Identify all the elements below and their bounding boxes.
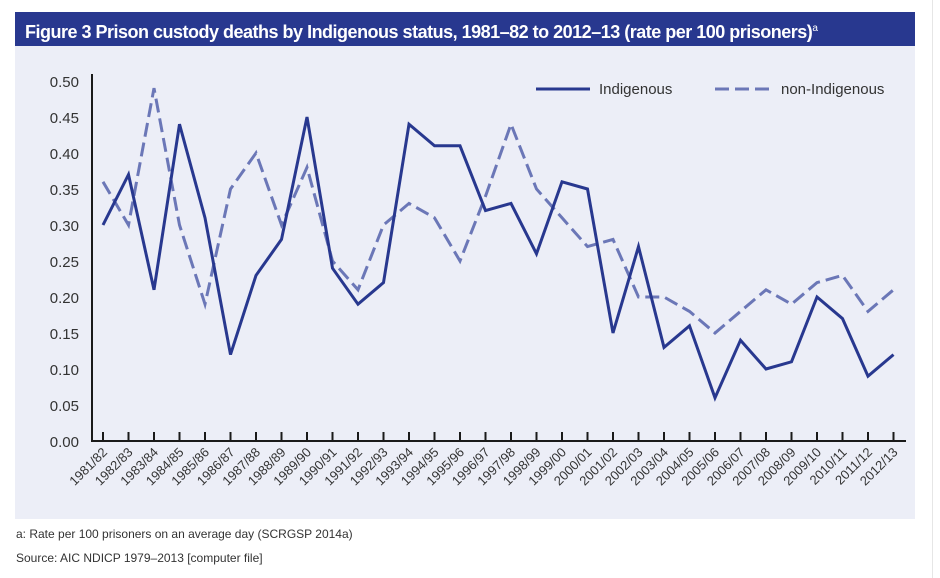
y-tick-label: 0.10 bbox=[50, 362, 79, 379]
y-tick-label: 0.00 bbox=[50, 434, 79, 451]
y-tick-label: 0.15 bbox=[50, 326, 79, 343]
footnote: a: Rate per 100 prisoners on an average … bbox=[16, 527, 353, 541]
y-tick-label: 0.30 bbox=[50, 218, 79, 235]
chart-title: Figure 3 Prison custody deaths by Indige… bbox=[25, 22, 813, 42]
y-tick-label: 0.40 bbox=[50, 146, 79, 163]
series-line-indigenous bbox=[101, 116, 895, 402]
legend-non-indigenous-label: non-Indigenous bbox=[781, 81, 884, 98]
series-group bbox=[101, 87, 895, 402]
y-tick-label: 0.45 bbox=[50, 110, 79, 127]
series-line-non-indigenous bbox=[101, 87, 895, 335]
legend-indigenous-label: Indigenous bbox=[599, 81, 672, 98]
page-edge-divider bbox=[932, 0, 933, 578]
y-tick-label: 0.35 bbox=[50, 182, 79, 199]
y-tick-label: 0.50 bbox=[50, 74, 79, 91]
chart-title-bar: Figure 3 Prison custody deaths by Indige… bbox=[15, 12, 915, 46]
y-tick-label: 0.05 bbox=[50, 398, 79, 415]
y-axis-ticks: 0.00 0.05 0.10 0.15 0.20 0.25 0.30 0.35 0.40 0.45… bbox=[50, 74, 79, 451]
legend: Indigenous non-Indigenous bbox=[536, 81, 884, 98]
y-tick-label: 0.25 bbox=[50, 254, 79, 271]
y-tick-label: 0.20 bbox=[50, 290, 79, 307]
title-footnote-marker: a bbox=[812, 23, 818, 34]
source-note: Source: AIC NDICP 1979–2013 [computer fi… bbox=[16, 551, 263, 565]
